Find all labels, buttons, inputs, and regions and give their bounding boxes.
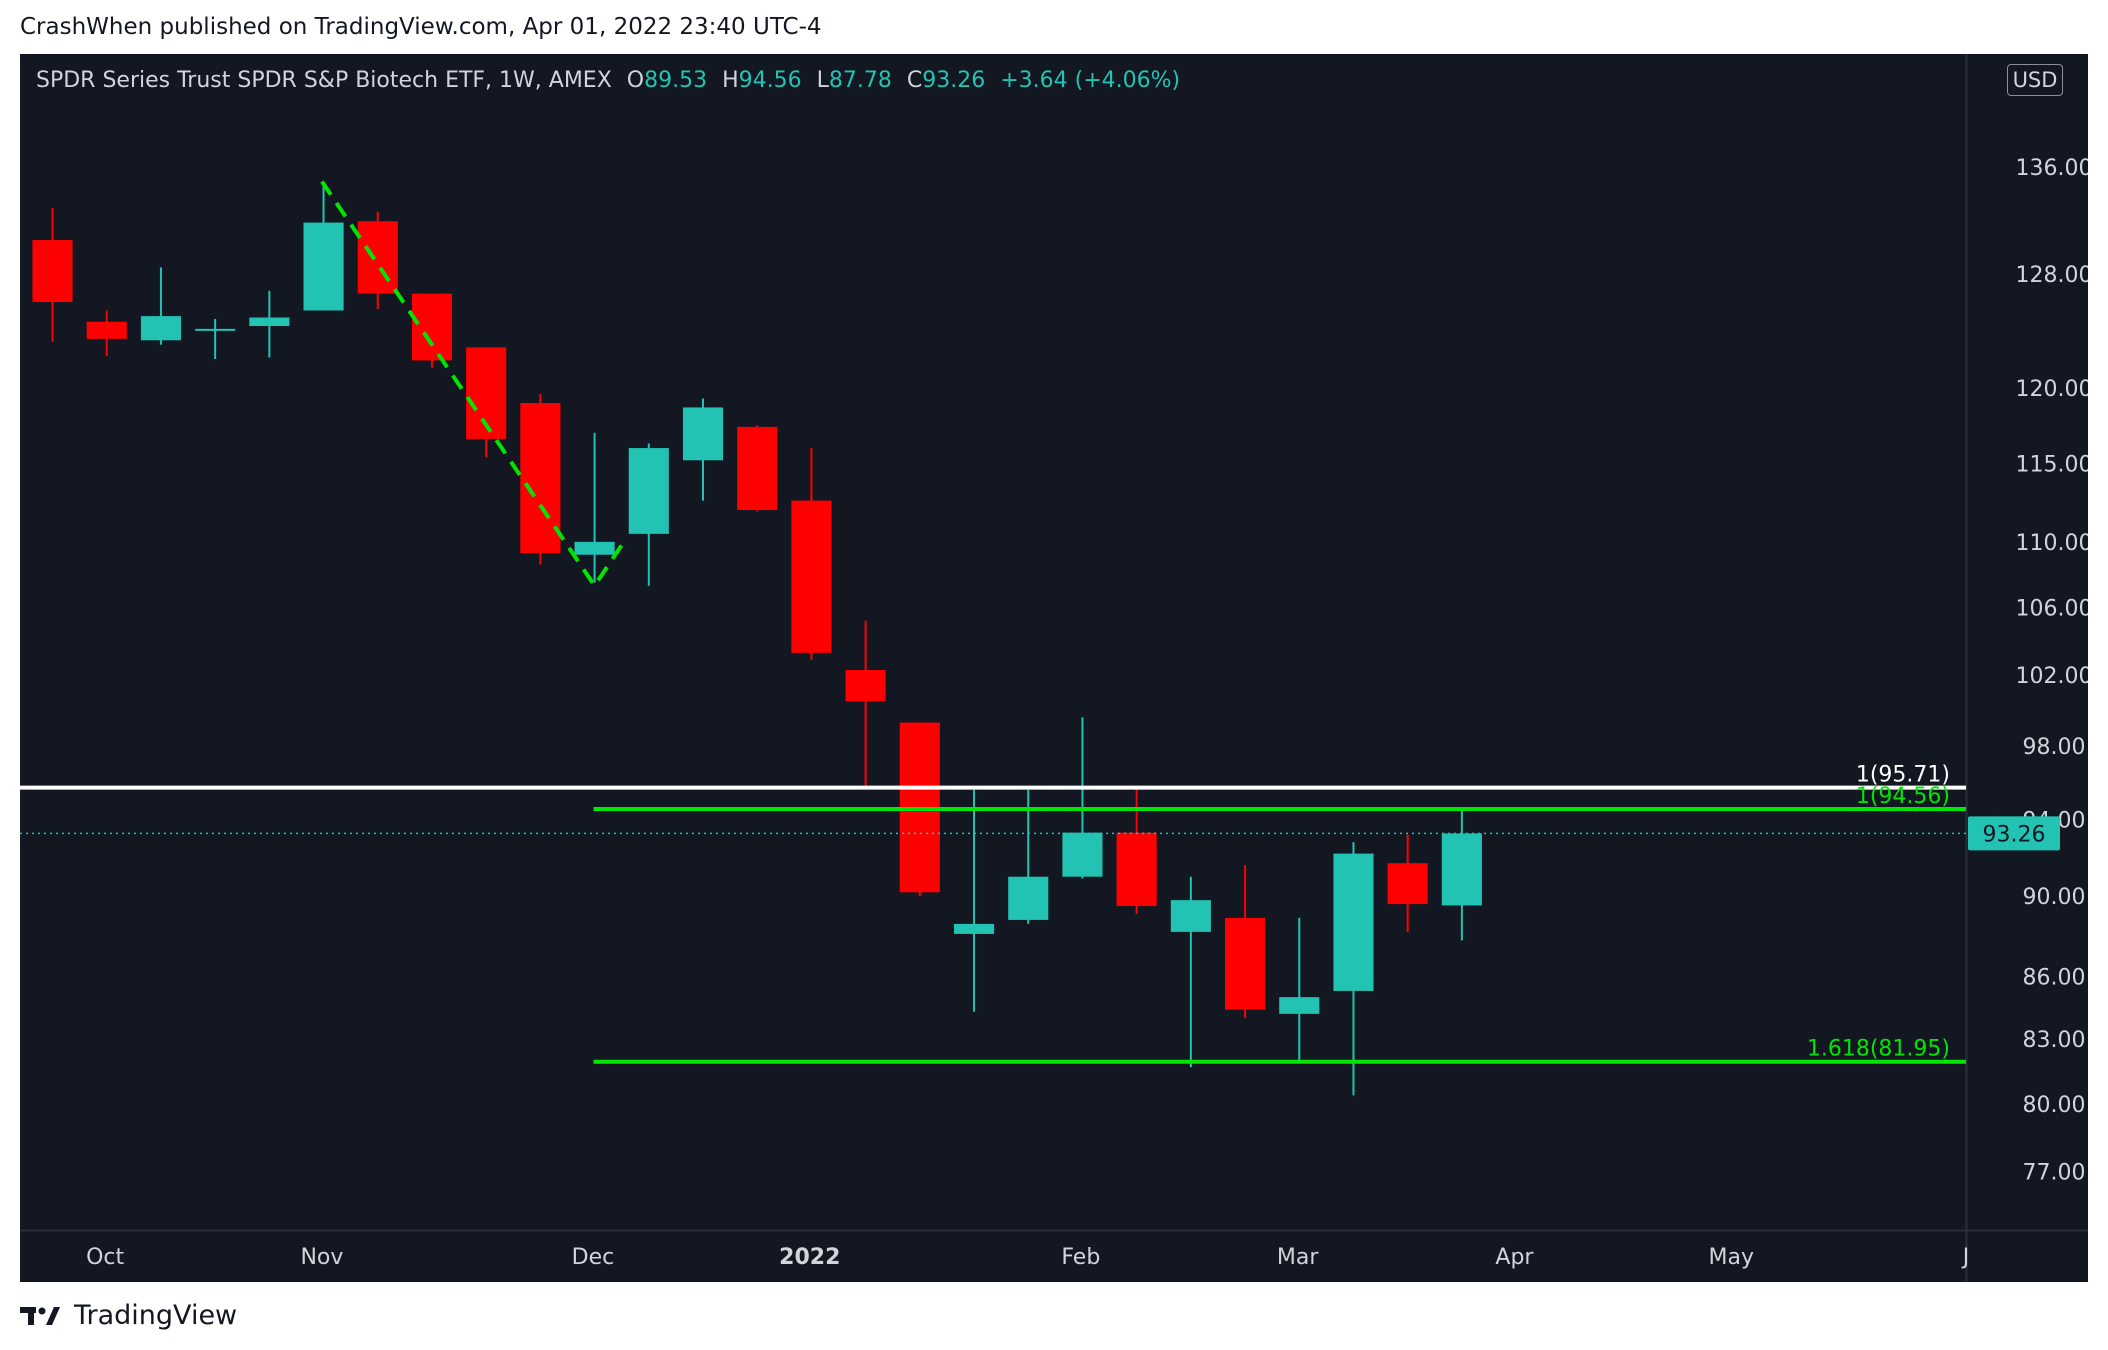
price-tick-label: 98.00	[2023, 735, 2086, 760]
price-tick-label: 120.00	[2016, 377, 2088, 402]
candle-body	[140, 316, 181, 341]
candle-body	[1062, 832, 1103, 877]
currency-button[interactable]: USD	[2007, 64, 2063, 96]
candle-3	[195, 318, 236, 360]
candle-body	[1333, 853, 1374, 991]
candle-body	[1008, 876, 1049, 920]
price-tick-label: 110.00	[2016, 531, 2088, 556]
tradingview-brand: TradingView	[20, 1300, 237, 1331]
candle-13	[737, 425, 778, 512]
candle-body	[628, 448, 669, 534]
time-tick-label: Mar	[1277, 1245, 1319, 1270]
level-label: 1(94.56)	[1856, 784, 1950, 809]
candle-11	[628, 443, 669, 586]
candle-body	[737, 426, 778, 511]
candle-2	[140, 267, 181, 345]
candle-body	[953, 923, 995, 934]
candle-body	[682, 407, 724, 461]
open-label: O	[626, 68, 645, 93]
candle-body	[845, 670, 886, 702]
time-tick-label: Feb	[1061, 1245, 1100, 1270]
price-tick-label: 83.00	[2023, 1028, 2086, 1053]
tradingview-logo-icon	[20, 1306, 60, 1325]
candle-body	[1441, 833, 1482, 906]
candle-body	[1225, 917, 1266, 1010]
zigzag-dashed-line	[320, 180, 624, 590]
candle-14	[791, 448, 832, 660]
candle-1	[86, 310, 127, 357]
candle-body	[1116, 832, 1157, 907]
close-label: C	[906, 68, 923, 93]
price-tick-label: 77.00	[2023, 1161, 2086, 1186]
price-tick-label: 102.00	[2016, 664, 2088, 689]
candle-body	[357, 221, 398, 294]
candle-0	[32, 207, 73, 342]
candlestick-chart[interactable]: 77.0080.0083.0086.0090.0094.0098.00102.0…	[20, 54, 2088, 1282]
symbol-title: SPDR Series Trust SPDR S&P Biotech ETF, …	[36, 68, 612, 93]
candle-body	[249, 317, 290, 327]
open-value: 89.53	[644, 68, 708, 93]
price-tick-label: 90.00	[2023, 885, 2086, 910]
candle-22	[1225, 865, 1266, 1019]
candle-body	[32, 240, 73, 303]
time-tick-label: J	[1961, 1245, 1970, 1270]
candle-15	[845, 620, 886, 790]
candle-6	[357, 211, 398, 310]
candle-body	[86, 321, 127, 339]
candle-7	[411, 293, 453, 368]
low-label: L	[816, 68, 829, 93]
candle-25	[1387, 834, 1428, 932]
price-tick-label: 136.00	[2016, 156, 2088, 181]
candle-body	[411, 293, 453, 361]
price-tick-label: 80.00	[2023, 1093, 2086, 1118]
candle-body	[1387, 863, 1428, 905]
price-tick-label: 128.00	[2016, 263, 2088, 288]
candle-10	[574, 432, 615, 583]
candle-20	[1116, 785, 1157, 914]
brand-name: TradingView	[74, 1300, 238, 1331]
time-tick-label: Oct	[86, 1245, 124, 1270]
publisher-line: CrashWhen published on TradingView.com, …	[20, 14, 822, 40]
candle-24	[1333, 842, 1374, 1096]
candle-17	[953, 789, 995, 1012]
candle-23	[1279, 917, 1320, 1063]
candle-5	[303, 181, 344, 311]
time-tick-label: 2022	[779, 1245, 840, 1270]
time-tick-label: May	[1709, 1245, 1754, 1270]
candle-body	[195, 328, 236, 331]
candle-12	[682, 398, 724, 501]
candle-body	[520, 402, 561, 554]
price-tick-label: 115.00	[2016, 452, 2088, 477]
high-value: 94.56	[738, 68, 802, 93]
low-value: 87.78	[828, 68, 892, 93]
chart-panel[interactable]: 77.0080.0083.0086.0090.0094.0098.00102.0…	[20, 54, 2088, 1282]
time-tick-label: Apr	[1495, 1245, 1534, 1270]
last-price-label: 93.26	[1983, 822, 2046, 847]
price-tick-label: 106.00	[2016, 596, 2088, 621]
candle-18	[1008, 789, 1049, 924]
candle-body	[791, 500, 832, 653]
symbol-legend: SPDR Series Trust SPDR S&P Biotech ETF, …	[36, 68, 1180, 93]
level-label: 1(95.71)	[1856, 763, 1950, 788]
candle-21	[1170, 876, 1211, 1068]
candle-body	[1279, 997, 1320, 1014]
candle-body	[1170, 900, 1211, 932]
candle-26	[1441, 808, 1482, 941]
close-value: 93.26	[922, 68, 986, 93]
time-tick-label: Nov	[300, 1245, 343, 1270]
candle-body	[574, 541, 615, 555]
level-label: 1.618(81.95)	[1807, 1037, 1950, 1062]
candle-body	[303, 222, 344, 311]
candle-19	[1062, 717, 1103, 879]
change-value: +3.64 (+4.06%)	[1000, 68, 1181, 93]
candle-4	[249, 290, 290, 358]
price-tick-label: 86.00	[2023, 966, 2086, 991]
time-tick-label: Dec	[572, 1245, 615, 1270]
last-price-badge	[1968, 816, 2060, 851]
high-label: H	[722, 68, 739, 93]
candle-9	[520, 394, 561, 565]
